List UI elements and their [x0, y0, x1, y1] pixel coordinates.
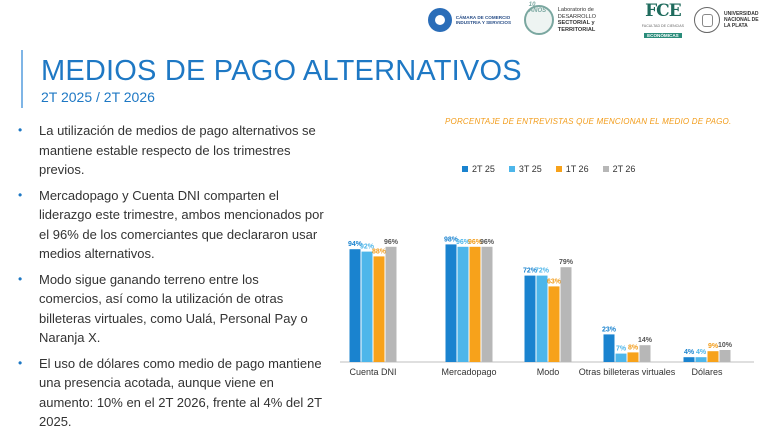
data-label: 96% [468, 239, 483, 246]
bar [615, 353, 627, 362]
header-logos: CÁMARA DE COMERCIO INDUSTRIA Y SERVICIOS… [427, 0, 760, 38]
legend-entry: 2T 25 [462, 164, 495, 174]
category-label: Mercadopago [441, 367, 496, 377]
legend-swatch [555, 166, 562, 172]
fce-logo: FCE FACULTAD DE CIENCIAS ECONÓMICAS [641, 0, 684, 38]
data-label: 96% [480, 239, 495, 246]
legend-swatch [508, 166, 515, 172]
bar [373, 256, 385, 362]
bar [639, 345, 651, 362]
bar [481, 246, 493, 362]
data-label: 94% [348, 241, 363, 248]
camara-comercio-mark-icon [427, 8, 452, 32]
bar [627, 352, 639, 362]
bar [683, 357, 695, 362]
bullet-item: Modo sigue ganando terreno entre los com… [18, 270, 324, 348]
unlp-logo: UNIVERSIDAD NACIONAL DE LA PLATA [694, 7, 760, 33]
bar [536, 275, 548, 362]
legend-label: 2T 25 [472, 164, 495, 174]
laboratorio-logo-text: Laboratorio de DESARROLLO SECTORIAL y TE… [558, 7, 632, 33]
data-label: 72% [523, 268, 538, 275]
laboratorio-logo: 10 AÑOS Laboratorio de DESARROLLO SECTOR… [523, 2, 632, 35]
legend-entry: 3T 25 [508, 164, 542, 174]
legend-label: 3T 25 [518, 164, 542, 174]
title-accent-bar [21, 50, 23, 108]
camara-comercio-logo-text: CÁMARA DE COMERCIO INDUSTRIA Y SERVICIOS [455, 14, 512, 26]
bar [548, 286, 560, 362]
bar-chart: 94%92%88%96%Cuenta DNI98%96%96%96%Mercad… [340, 236, 754, 377]
legend-swatch [462, 166, 468, 172]
page-subtitle: 2T 2025 / 2T 2026 [41, 89, 155, 105]
data-label: 96% [456, 239, 471, 246]
laboratorio-badge: 10 AÑOS [528, 2, 547, 14]
bar [385, 246, 397, 362]
bar [560, 267, 572, 362]
data-label: 9% [708, 343, 719, 350]
bullet-item: Mercadopago y Cuenta DNI comparten el li… [18, 186, 324, 264]
category-label: Modo [537, 367, 560, 377]
legend-label: 2T 26 [612, 164, 636, 174]
bullet-list: La utilización de medios de pago alterna… [18, 121, 324, 426]
data-label: 23% [602, 326, 617, 333]
unlp-seal-icon [694, 7, 720, 33]
page-title: MEDIOS DE PAGO ALTERNATIVOS [41, 55, 522, 87]
bar [603, 334, 615, 362]
fce-sub-text: FACULTAD DE CIENCIAS [641, 23, 684, 28]
data-label: 10% [718, 342, 733, 349]
legend-label: 1T 26 [565, 164, 589, 174]
laboratorio-text-line-2: SECTORIAL y TERRITORIAL [557, 20, 596, 33]
bullet-item: El uso de dólares como medio de pago man… [18, 354, 324, 426]
legend-swatch [602, 166, 609, 172]
data-label: 4% [696, 349, 707, 356]
camara-comercio-logo: CÁMARA DE COMERCIO INDUSTRIA Y SERVICIOS [427, 8, 514, 32]
bar [719, 350, 731, 362]
bullet-item: La utilización de medios de pago alterna… [18, 121, 324, 180]
bar [445, 244, 457, 362]
data-label: 4% [684, 349, 695, 356]
bar [349, 249, 361, 362]
chart-legend: 2T 25 3T 25 1T 26 2T 26 [462, 164, 635, 174]
data-label: 63% [547, 278, 562, 285]
laboratorio-mark-icon: 10 AÑOS [523, 2, 554, 35]
data-label: 14% [638, 337, 653, 344]
legend-entry: 1T 26 [555, 164, 589, 174]
data-label: 79% [559, 259, 574, 266]
bar [695, 357, 707, 362]
bar [524, 275, 536, 362]
data-label: 88% [372, 248, 387, 255]
data-label: 92% [360, 244, 375, 251]
data-label: 72% [535, 268, 550, 275]
chart-title: PORCENTAJE DE ENTREVISTAS QUE MENCIONAN … [445, 117, 732, 126]
bar [469, 246, 481, 362]
bar [457, 246, 469, 362]
data-label: 98% [444, 236, 459, 243]
category-label: Cuenta DNI [349, 367, 396, 377]
data-label: 8% [628, 344, 639, 351]
laboratorio-text-line-1: Laboratorio de DESARROLLO [557, 7, 597, 20]
fce-mark: FCE [645, 0, 682, 21]
category-label: Dólares [691, 367, 723, 377]
unlp-logo-text: UNIVERSIDAD NACIONAL DE LA PLATA [724, 11, 759, 29]
legend-entry: 2T 26 [602, 164, 636, 174]
fce-tag: ECONÓMICAS [644, 32, 682, 38]
category-label: Otras billeteras virtuales [579, 367, 676, 377]
data-label: 7% [616, 346, 627, 353]
bar [361, 251, 373, 362]
data-label: 96% [384, 239, 399, 246]
bar [707, 351, 719, 362]
